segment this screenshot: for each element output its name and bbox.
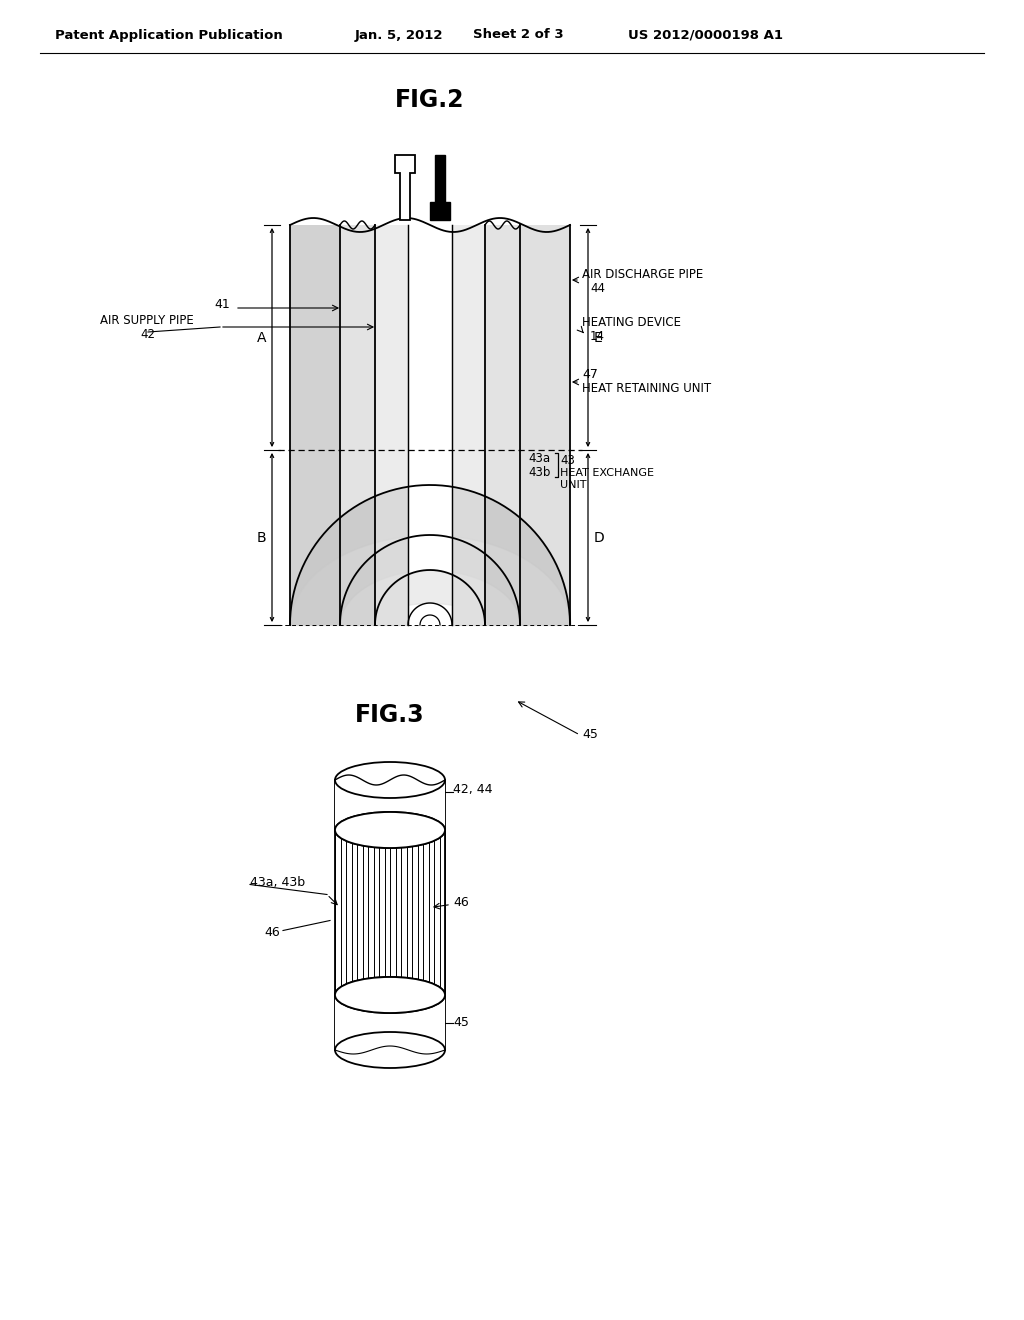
Text: Jan. 5, 2012: Jan. 5, 2012 [355,29,443,41]
Bar [340,450,375,624]
Bar [408,224,452,624]
Text: 42, 44: 42, 44 [453,784,493,796]
Bar [290,224,340,624]
Text: 14: 14 [590,330,605,342]
Text: 43: 43 [560,454,574,466]
Ellipse shape [335,812,445,847]
Ellipse shape [335,977,445,1012]
Bar [335,780,445,830]
Text: 44: 44 [590,282,605,296]
Text: 43b: 43b [528,466,550,479]
Ellipse shape [335,977,445,1012]
Text: C: C [425,783,435,797]
Text: 41: 41 [214,298,230,312]
Bar [375,224,408,624]
Text: HEAT RETAINING UNIT: HEAT RETAINING UNIT [582,383,711,396]
Bar [452,224,485,624]
Bar [520,224,570,624]
Ellipse shape [335,762,445,799]
Text: FIG.2: FIG.2 [395,88,465,112]
Text: HEAT EXCHANGE: HEAT EXCHANGE [560,469,654,478]
Text: A: A [256,330,266,345]
Bar [485,224,520,450]
Text: Patent Application Publication: Patent Application Publication [55,29,283,41]
Text: AIR DISCHARGE PIPE: AIR DISCHARGE PIPE [582,268,703,281]
Text: E: E [594,330,603,345]
Text: 46: 46 [453,896,469,909]
Ellipse shape [335,812,445,847]
Text: 42: 42 [140,327,155,341]
Text: 47: 47 [582,368,598,381]
Bar [335,995,445,1049]
Text: FIG.3: FIG.3 [355,704,425,727]
Text: HEATING DEVICE: HEATING DEVICE [582,315,681,329]
Text: B: B [256,531,266,544]
Bar [290,224,340,624]
Text: AIR SUPPLY PIPE: AIR SUPPLY PIPE [100,314,194,326]
Text: 45: 45 [582,729,598,742]
Polygon shape [430,154,450,220]
Text: US 2012/0000198 A1: US 2012/0000198 A1 [628,29,783,41]
Bar [340,224,375,450]
Polygon shape [395,154,415,220]
Text: 43a, 43b: 43a, 43b [250,876,305,888]
Text: 43a: 43a [528,451,550,465]
Text: Sheet 2 of 3: Sheet 2 of 3 [473,29,563,41]
Text: D: D [594,531,605,544]
Text: UNIT: UNIT [560,480,587,490]
Text: 45: 45 [453,1016,469,1030]
Ellipse shape [335,1032,445,1068]
Text: 46: 46 [264,927,280,939]
Bar [485,450,520,624]
